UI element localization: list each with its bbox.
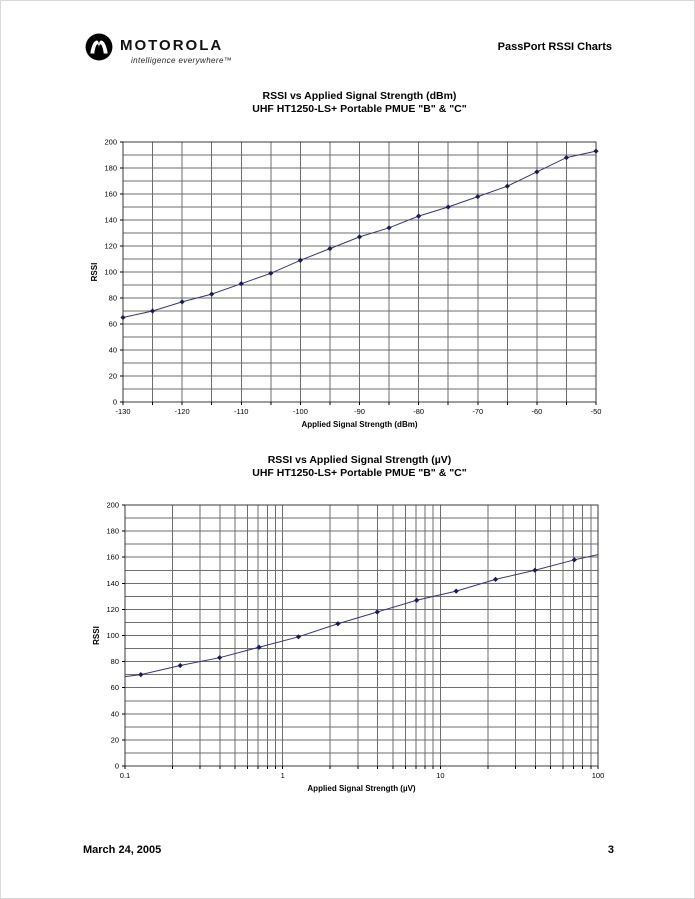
svg-text:0.1: 0.1 (120, 771, 130, 780)
x-tick-labels: -130 -120 -110 -100 -90 -80 -70 -60 -50 (115, 407, 601, 416)
svg-text:10: 10 (436, 771, 444, 780)
chart-dbm-title: RSSI vs Applied Signal Strength (dBm) (262, 90, 457, 102)
chart-dbm-subtitle: UHF HT1250-LS+ Portable PMUE "B" & "C" (252, 103, 467, 115)
svg-text:100: 100 (592, 771, 605, 780)
chart-uv-title-block: RSSI vs Applied Signal Strength (µV) UHF… (123, 454, 596, 480)
svg-text:80: 80 (109, 294, 117, 303)
svg-text:160: 160 (104, 190, 117, 199)
x-axis-title: Applied Signal Strength (dBm) (302, 420, 418, 429)
svg-text:-110: -110 (234, 407, 248, 416)
rssi-vs-dbm-chart: -130 -120 -110 -100 -90 -80 -70 -60 -50 0 20 40 60 80… (90, 138, 601, 430)
svg-text:160: 160 (106, 553, 119, 562)
svg-text:-50: -50 (591, 407, 602, 416)
svg-text:1: 1 (281, 771, 285, 780)
y-axis-title: RSSI (90, 263, 99, 282)
y-tick-labels: 0 20 40 60 80 100 120 140 160 180 200 (104, 138, 117, 407)
gridlines (124, 504, 599, 767)
svg-text:-80: -80 (413, 407, 424, 416)
data-point-markers (138, 557, 577, 678)
svg-text:100: 100 (104, 268, 117, 277)
motorola-emblem-icon (85, 33, 113, 61)
svg-text:60: 60 (109, 320, 117, 329)
svg-text:100: 100 (106, 631, 119, 640)
brand-tagline: intelligence everywhere™ (131, 56, 233, 65)
y-axis-title: RSSI (92, 626, 101, 645)
x-tick-labels: 0.1 1 10 100 (120, 771, 604, 780)
svg-text:180: 180 (104, 164, 117, 173)
svg-text:20: 20 (109, 372, 117, 381)
svg-text:-60: -60 (531, 407, 542, 416)
chart-uv-title: RSSI vs Applied Signal Strength (µV) (267, 454, 452, 466)
svg-text:-90: -90 (354, 407, 365, 416)
x-axis-title: Applied Signal Strength (µV) (307, 784, 416, 793)
gridlines (122, 141, 597, 403)
svg-text:140: 140 (106, 579, 119, 588)
chart-dbm-title-block: RSSI vs Applied Signal Strength (dBm) UH… (123, 90, 596, 116)
svg-text:0: 0 (115, 762, 119, 771)
svg-text:40: 40 (109, 346, 117, 355)
svg-text:200: 200 (106, 501, 119, 510)
chart-uv-subtitle: UHF HT1250-LS+ Portable PMUE "B" & "C" (252, 467, 467, 479)
svg-text:-100: -100 (293, 407, 308, 416)
page-footer: March 24, 2005 3 (83, 844, 614, 856)
svg-text:120: 120 (104, 242, 117, 251)
y-tick-labels: 0 20 40 60 80 100 120 140 160 180 200 (106, 501, 119, 771)
document-title: PassPort RSSI Charts (497, 41, 612, 53)
brand-name: MOTOROLA (120, 37, 224, 54)
svg-text:140: 140 (104, 216, 117, 225)
svg-text:0: 0 (113, 398, 117, 407)
svg-text:120: 120 (106, 605, 119, 614)
rssi-vs-uv-chart: 0.1 1 10 100 0 20 40 60 80 100 120 140 160 180 200 Appl… (92, 501, 604, 794)
series-line (124, 554, 599, 678)
svg-text:40: 40 (111, 709, 119, 718)
svg-text:180: 180 (106, 527, 119, 536)
svg-text:80: 80 (111, 657, 119, 666)
axis-ticks (120, 141, 597, 405)
svg-text:-120: -120 (175, 407, 190, 416)
svg-text:60: 60 (111, 683, 119, 692)
svg-text:20: 20 (111, 735, 119, 744)
footer-date: March 24, 2005 (83, 844, 162, 856)
page-number: 3 (607, 844, 614, 856)
svg-text:200: 200 (104, 138, 117, 147)
svg-text:-130: -130 (115, 407, 130, 416)
axis-ticks (122, 504, 599, 769)
svg-text:-70: -70 (472, 407, 483, 416)
